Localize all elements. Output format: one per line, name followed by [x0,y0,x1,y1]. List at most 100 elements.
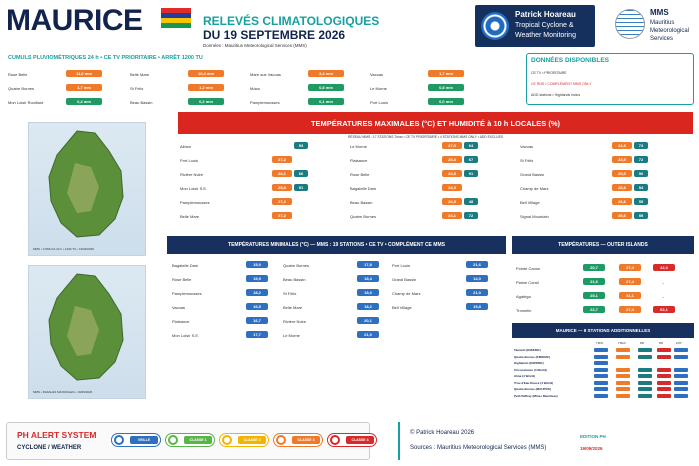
tmax-station-label: Champ de Mars [520,185,549,191]
tmin-station-label: Grand Bassin [392,276,417,282]
tmax-temp-pill: 22,3 [612,142,632,149]
tmax-station-label: Bell Village [520,199,540,205]
add-value-cell [638,374,652,378]
tmin-value-pill: 21,0 [357,331,379,338]
add-station-label: Petit Raffray (Mines Maurlisas) [514,393,558,398]
tmin-value-pill: 17,7 [246,331,268,338]
rain-station-label: Belle Mare [130,71,150,77]
tmin-value-pill: 21,0 [466,289,488,296]
tmin-station-label: Champ de Mars [392,290,421,296]
tmin-value-pill: 15,9 [246,275,268,282]
tmax-station-label: Signal Mountain [520,213,549,219]
outer-tmax-pill: 27,4 [619,264,641,271]
humidity-pill: 73 [634,142,648,149]
rain-station-label: Moka [250,85,260,91]
rain-station-label: St Félix [130,85,144,91]
add-col-header: TMAX [618,341,626,345]
tmax-header: TEMPÉRATURES MAXIMALES (°C) ET HUMIDITÉ … [178,112,693,134]
rain-station-label: Le Morne [370,85,387,91]
dispo-line2: CE RNS • COMPLÉMENT MMS ONLY [531,82,592,86]
alert-spiral-icon [114,435,124,445]
humidity-pill: 54 [634,184,648,191]
tmin-value-pill: 18,4 [357,275,379,282]
add-col-header: RR [640,341,645,345]
humidity-pill: 67 [464,156,478,163]
alert-panel: PH ALERT SYSTEM CYCLONE / WEATHER VEILLE… [6,422,377,460]
tmin-station-label: St Félix [283,290,297,296]
tmax-note: RÉSEAU MMS : 17 STATIONS Tmax • CE TV PR… [348,135,503,139]
alert-level-badge: CLASSE 4 [327,433,377,447]
add-value-cell [674,393,688,398]
alert-level-label: CLASSE 1 [184,436,212,444]
add-value-cell [616,380,630,385]
ph-logo-name: Patrick Hoareau [515,10,576,19]
tmax-temp-pill: 27,2 [272,212,292,219]
dispo-line3: ADD stations • Highlands inclus [531,93,581,97]
add-value-cell [594,380,608,385]
tmax-station-label: Vacoas [520,143,534,149]
map2-caption: MMS • RAFALES MAXIMALES • 19/09/2026 [33,390,93,394]
add-value-cell [657,374,671,378]
rain-value-pill: 11,0 mm [66,70,102,77]
ph-logo-line3: Weather Monitoring [515,32,576,39]
humidity-pill: 91 [464,170,478,177]
humidity-pill: 72 [464,212,478,219]
tmax-station-label: Bagatelle Dam [350,185,377,191]
mms-emblem-icon [615,9,645,39]
alert-subtitle: CYCLONE / WEATHER [17,445,82,451]
outer-station-label: Tromelin [516,307,532,313]
tmin-value-pill: 15,0 [246,261,268,268]
add-station-label: Trou d'Eau Douce (4 World) [514,380,554,385]
tmin-value-pill: 21,6 [466,261,488,268]
rain-value-pill: 0,1 mm [308,98,344,105]
rain-station-label: Mon Loisir Rouillard [8,99,44,105]
tmax-temp-pill: 24,1 [442,212,462,219]
alert-level-badge: CLASSE 2 [219,433,269,447]
mauritius-map-icon [48,273,124,381]
rain-station-label: Port Louis [370,99,389,105]
edition-date: 19/09/2026 [580,446,603,451]
add-value-cell [616,354,630,359]
tmax-temp-pill: 26,6 [612,212,632,219]
add-station-label: Alma (4 World) [514,374,536,378]
humidity-pill: 55 [634,198,648,205]
tmin-station-label: Bagatelle Dam [172,262,199,268]
rain-value-pill: 3,4 mm [308,70,344,77]
tmax-temp-pill: 26,6 [612,184,632,191]
mauritius-flag-icon [161,8,191,28]
add-value-cell [594,361,608,365]
add-value-cell [674,387,688,391]
donnees-disponibles-panel: DONNÉES DISPONIBLES CE TV • PRIORITAIRE … [526,53,694,105]
tmax-temp-pill: 26,6 [612,198,632,205]
outer-tmin-pill: 22,7 [583,306,605,313]
tmax-station-label: Beau Bassin [350,199,373,205]
alert-spiral-icon [222,435,232,445]
add-value-cell [638,393,652,398]
add-station-label: Circonstance (4 World) [514,367,547,372]
humidity-pill: 72 [634,156,648,163]
add-value-cell [674,348,688,352]
tmin-value-pill: 16,5 [246,303,268,310]
humidity-pill: 91 [294,184,308,191]
alert-level-label: CLASSE 4 [346,436,374,444]
add-value-cell [594,393,608,398]
humidity-pill: 64 [464,142,478,149]
tmin-header: TEMPÉRATURES MINIMALES (°C) — MMS : 19 S… [167,236,506,254]
outer-tmin-pill: 21,6 [583,278,605,285]
edition-label: EDITION PH [580,434,606,439]
tmin-value-pill: 18,2 [246,289,268,296]
tmin-station-label: Plaisance [172,318,190,324]
footer-panel: © Patrick Hoareau 2026 Sources : Mauriti… [398,422,694,460]
humidity-pill: 90 [634,170,648,177]
tmax-station-label: Le Morne [350,143,367,149]
rain-station-label: Mare aux Vacoas [250,71,281,77]
map1-caption: MMS • CUMULS 24 h • 1200 TU • 19/09/2026 [33,247,94,251]
add-value-cell [674,367,688,372]
add-value-cell [616,367,630,372]
tmax-station-label: Rivière Noire [180,171,204,177]
tmin-value-pill: 14,0 [466,275,488,282]
rain-value-pill: 0,8 mm [428,84,464,91]
alert-spiral-icon [168,435,178,445]
tmax-temp-pill: 27,2 [272,156,292,163]
rain-station-label: Beau Bassin [130,99,153,105]
